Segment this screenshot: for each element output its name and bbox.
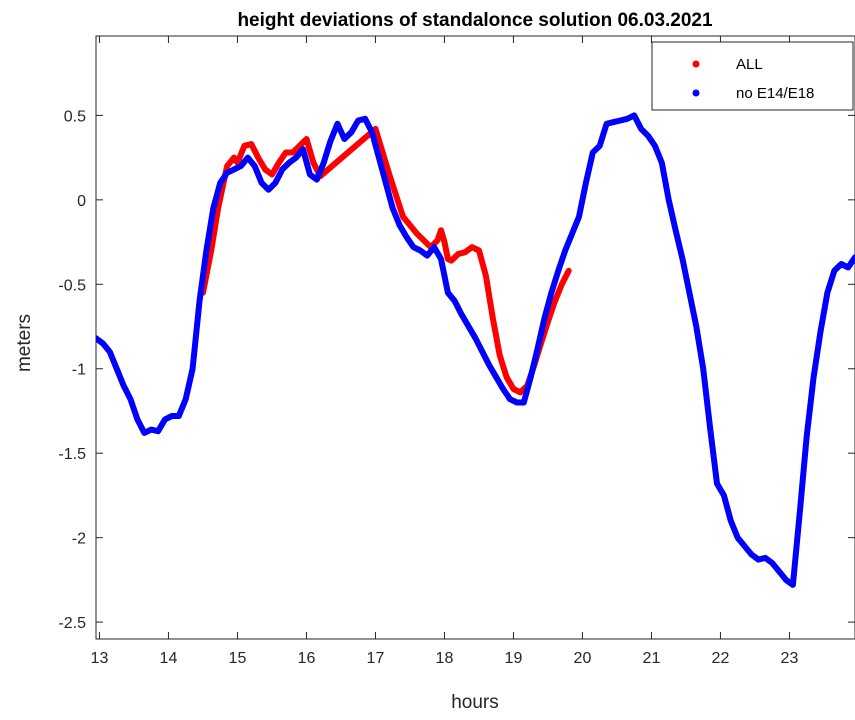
x-tick-label: 14 (160, 650, 178, 667)
legend-label-no-e14-e18: no E14/E18 (736, 85, 814, 102)
x-tick-label: 19 (505, 650, 523, 667)
x-axis-label: hours (451, 692, 499, 713)
x-tick-label: 17 (367, 650, 385, 667)
series-line-no-e14-e18 (96, 112, 855, 588)
y-tick-label: -2 (72, 531, 86, 548)
y-tick-label: -0.5 (58, 277, 86, 294)
legend-box (651, 41, 854, 111)
x-tick-label: 16 (298, 650, 316, 667)
x-tick-label: 22 (712, 650, 730, 667)
y-tick-label: -1.5 (58, 446, 86, 463)
x-tick-label: 20 (574, 650, 592, 667)
x-tick-label: 23 (781, 650, 799, 667)
series-layer (96, 112, 855, 588)
legend-label-all: ALL (736, 56, 763, 73)
y-tick-label: -1 (72, 362, 86, 379)
y-axis-label: meters (14, 314, 35, 372)
legend-marker-no-e14-e18 (692, 89, 700, 97)
y-tick-label: -2.5 (58, 615, 86, 632)
x-tick-label: 18 (436, 650, 454, 667)
x-tick-label: 21 (643, 650, 661, 667)
y-tick-label: 0.5 (64, 108, 86, 125)
x-tick-label: 15 (229, 650, 247, 667)
x-tick-label: 13 (91, 650, 109, 667)
x-axis: 13 14 15 16 17 18 19 20 21 22 23 (91, 36, 799, 667)
y-tick-label: 0 (77, 193, 86, 210)
chart-title: height deviations of standalonce solutio… (237, 10, 713, 31)
y-axis: 0.5 0 -0.5 -1 -1.5 -2 -2.5 (58, 108, 855, 632)
legend: ALL no E14/E18 (651, 41, 854, 111)
legend-marker-all (692, 60, 700, 68)
